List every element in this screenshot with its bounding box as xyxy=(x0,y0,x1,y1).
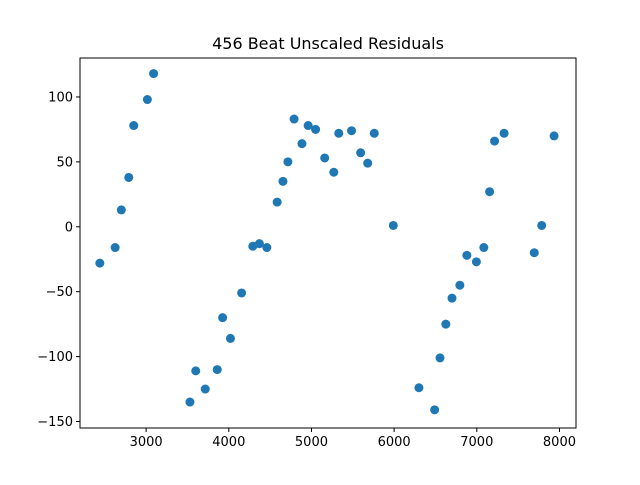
data-point xyxy=(455,280,465,290)
data-point xyxy=(447,293,457,303)
data-point xyxy=(191,366,201,376)
data-point xyxy=(142,95,152,105)
data-point xyxy=(529,248,539,258)
data-point xyxy=(200,384,210,394)
chart-title: 456 Beat Unscaled Residuals xyxy=(212,34,444,53)
data-point xyxy=(347,126,357,136)
y-tick-label: −150 xyxy=(37,415,73,430)
y-tick-label: 50 xyxy=(56,155,73,170)
data-point xyxy=(283,157,293,167)
y-axis: −150 −100 −50 0 50 100 xyxy=(37,90,80,430)
data-point xyxy=(430,405,440,415)
x-tick-label: 7000 xyxy=(460,435,493,450)
data-point xyxy=(116,205,126,215)
data-point xyxy=(303,121,313,131)
x-tick-label: 3000 xyxy=(130,435,163,450)
y-tick-label: −100 xyxy=(37,350,73,365)
data-point xyxy=(329,167,339,177)
data-point xyxy=(414,383,424,393)
data-point xyxy=(320,153,330,163)
data-point xyxy=(462,250,472,260)
data-point xyxy=(185,397,195,407)
data-point xyxy=(212,365,222,375)
data-point xyxy=(499,128,509,138)
data-point xyxy=(289,114,299,124)
data-point xyxy=(549,131,559,141)
data-points xyxy=(95,69,559,415)
data-point xyxy=(110,243,120,253)
x-tick-label: 8000 xyxy=(543,435,576,450)
data-point xyxy=(262,243,272,253)
data-point xyxy=(485,187,495,197)
x-tick-label: 5000 xyxy=(295,435,328,450)
data-point xyxy=(311,124,321,134)
y-tick-label: 0 xyxy=(65,220,73,235)
data-point xyxy=(356,148,366,158)
x-axis: 3000 4000 5000 6000 7000 8000 xyxy=(130,428,576,450)
data-point xyxy=(369,128,379,138)
x-tick-label: 4000 xyxy=(212,435,245,450)
data-point xyxy=(129,121,139,131)
data-point xyxy=(479,243,489,253)
x-tick-label: 6000 xyxy=(378,435,411,450)
data-point xyxy=(388,220,398,230)
data-point xyxy=(435,353,445,363)
data-point xyxy=(278,176,288,186)
data-point xyxy=(471,257,481,267)
data-point xyxy=(225,333,235,343)
data-point xyxy=(441,319,451,329)
data-point xyxy=(490,136,500,146)
data-point xyxy=(363,158,373,168)
y-tick-label: −50 xyxy=(46,285,73,300)
data-point xyxy=(334,128,344,138)
data-point xyxy=(272,197,282,207)
data-point xyxy=(254,239,264,249)
data-point xyxy=(537,220,547,230)
plot-frame xyxy=(79,57,577,429)
data-point xyxy=(95,258,105,268)
data-point xyxy=(297,139,307,149)
data-point xyxy=(149,69,159,79)
data-point xyxy=(237,288,247,298)
y-tick-label: 100 xyxy=(48,90,73,105)
data-point xyxy=(218,313,228,323)
data-point xyxy=(124,172,134,182)
